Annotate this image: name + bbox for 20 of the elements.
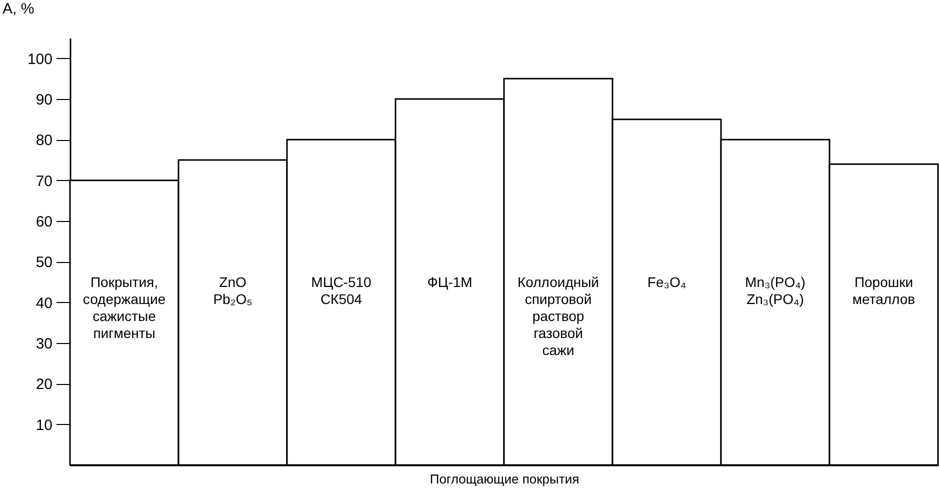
y-tick-label: 20 (36, 376, 52, 394)
x-tick-label: Порошки металлов (852, 274, 916, 307)
y-tick-label: 30 (36, 336, 52, 352)
y-tick-label: 10 (36, 416, 52, 434)
x-tick-label: Коллоидный спиртовой раствор газовой сажи (517, 274, 600, 358)
y-tick-label: 70 (36, 172, 52, 190)
x-tick-label: ZnO Pb₂O₅ (213, 274, 252, 307)
y-tick-label: 40 (36, 294, 52, 312)
y-tick-label: 90 (36, 92, 52, 108)
y-axis-title: A, % (2, 0, 34, 18)
x-tick-label: ФЦ-1М (427, 274, 472, 290)
x-tick-label: Mn₃(PO₄) Zn₃(PO₄) (745, 274, 806, 307)
y-tick-label: 80 (36, 132, 52, 150)
y-tick-label: 50 (36, 254, 52, 272)
x-axis-title: Поглощающие покрытия (430, 472, 580, 486)
x-tick-label: Fe₃O₄ (647, 274, 686, 290)
y-tick-label: 60 (36, 214, 52, 230)
x-tick-label: Покрытия, содержащие сажистые пигменты (82, 274, 166, 341)
y-tick-label: 100 (27, 50, 52, 68)
x-tick-label: МЦС-510 СК504 (311, 274, 372, 307)
